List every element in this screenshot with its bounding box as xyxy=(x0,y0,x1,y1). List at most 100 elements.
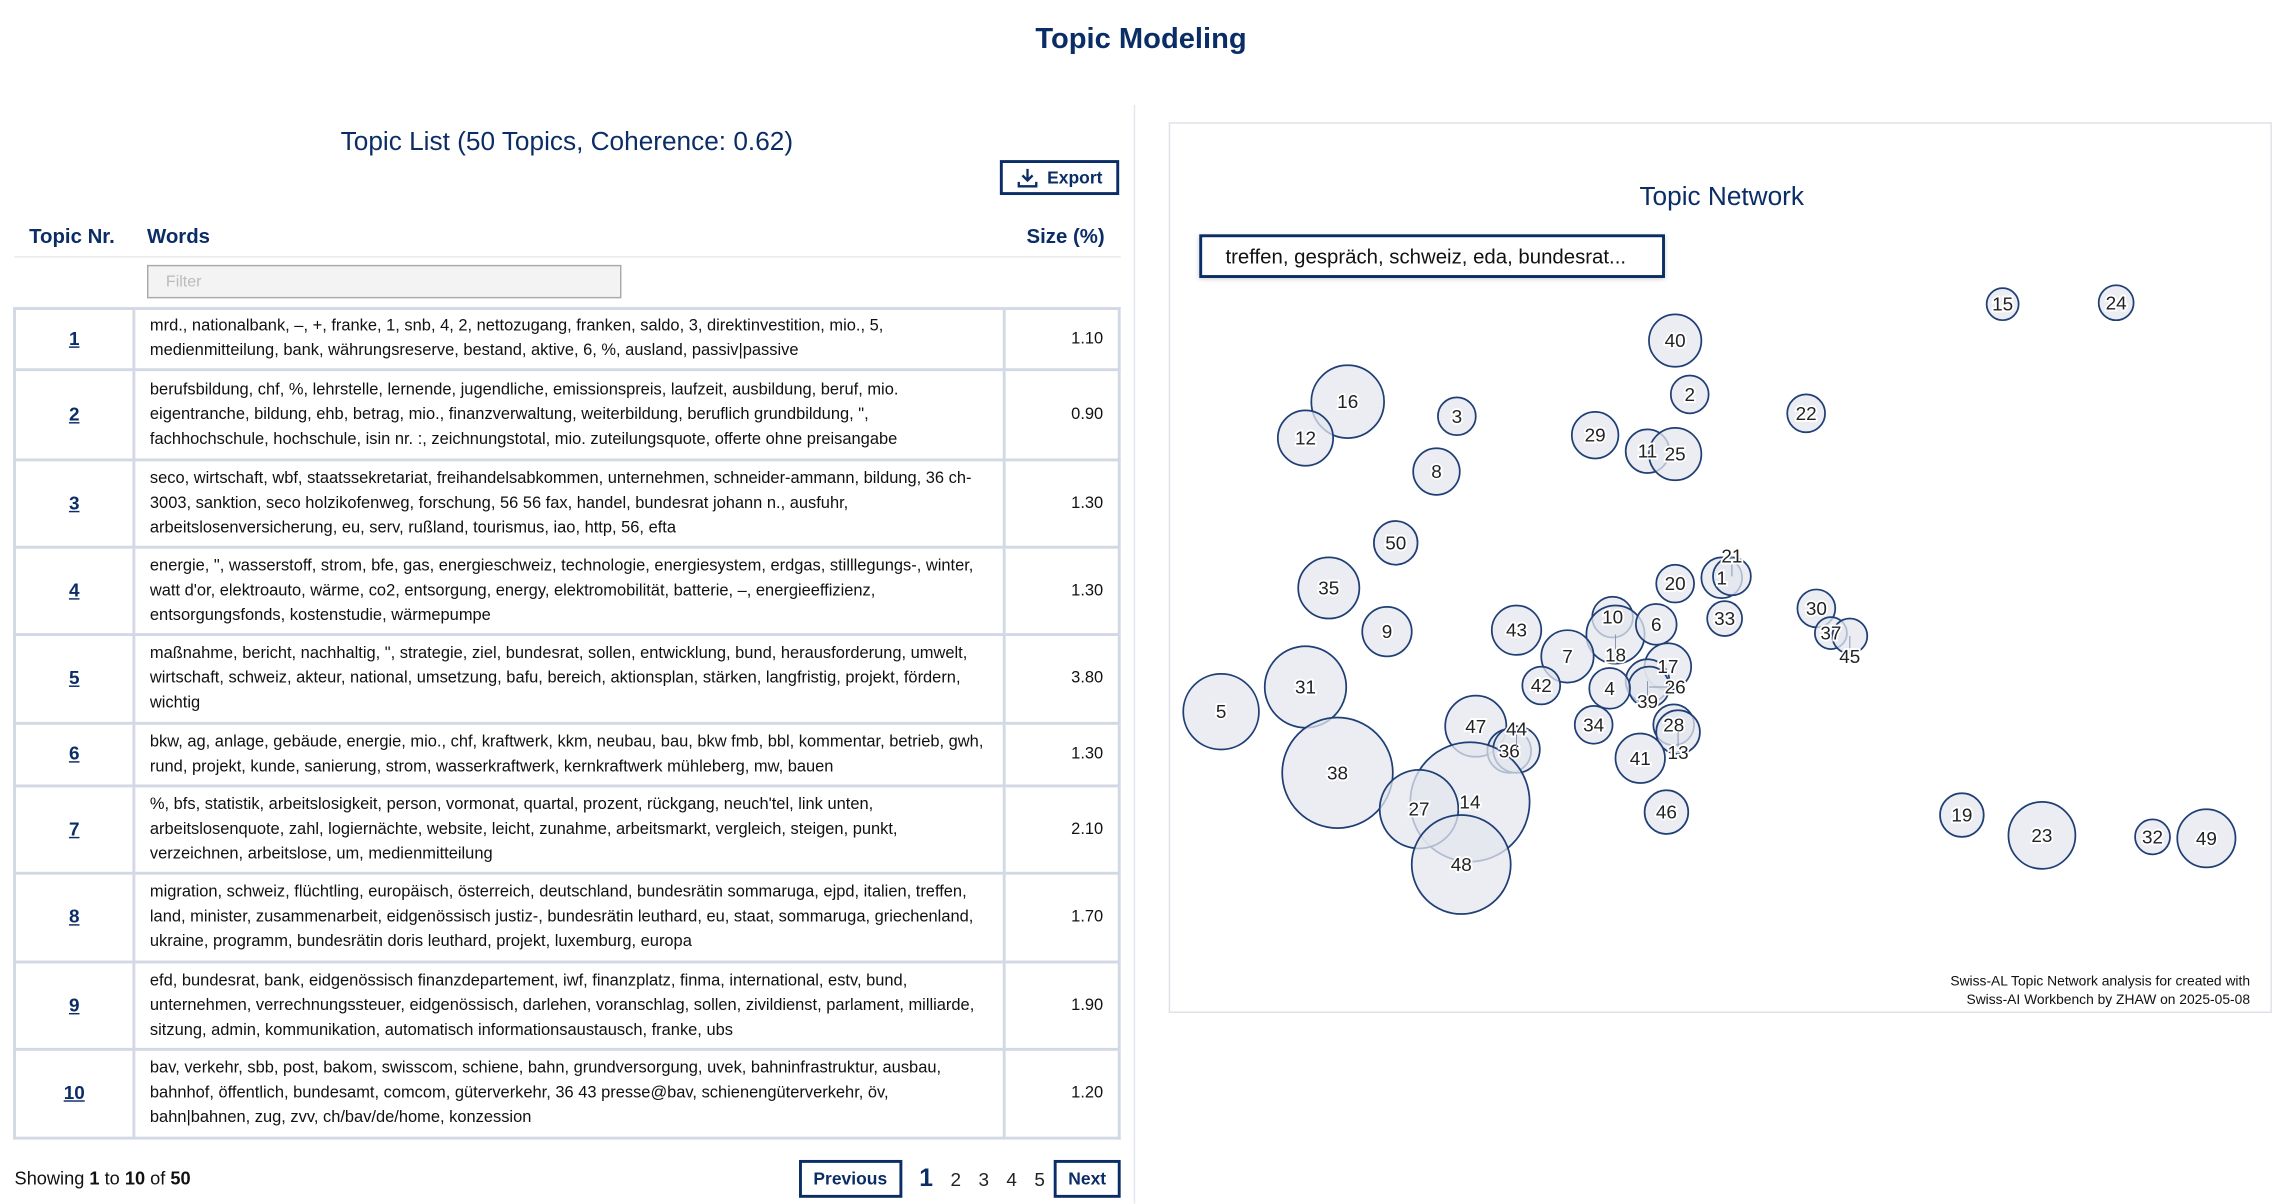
topic-node-label: 23 xyxy=(2031,826,2052,847)
topic-node-label: 32 xyxy=(2142,827,2163,848)
topic-node-22[interactable] xyxy=(1786,393,1826,434)
topic-nr-cell: 8 xyxy=(13,871,136,964)
page-5[interactable]: 5 xyxy=(1034,1167,1045,1190)
topic-node-label: 31 xyxy=(1295,677,1316,698)
topic-node-5[interactable] xyxy=(1182,672,1260,751)
topic-link[interactable]: 7 xyxy=(68,817,80,840)
topic-node-circle[interactable] xyxy=(1648,427,1703,482)
topic-node-circle[interactable] xyxy=(1706,600,1743,637)
header-topic-nr[interactable]: Topic Nr. xyxy=(29,224,115,248)
topic-node-circle[interactable] xyxy=(1648,313,1703,368)
network-credit: Swiss-AL Topic Network analysis for crea… xyxy=(1950,973,2251,1009)
page-1[interactable]: 1 xyxy=(919,1164,933,1192)
download-icon xyxy=(1018,168,1039,188)
topic-node-3[interactable] xyxy=(1437,396,1477,437)
topic-node-circle[interactable] xyxy=(1373,520,1419,566)
topic-node-4[interactable] xyxy=(1588,667,1631,710)
topic-node-29[interactable] xyxy=(1570,411,1620,460)
topic-node-19[interactable] xyxy=(1939,792,1985,838)
topic-node-label: 10 xyxy=(1602,608,1623,629)
page-4[interactable]: 4 xyxy=(1006,1167,1017,1190)
topic-node-circle[interactable] xyxy=(1588,667,1631,710)
topic-node-circle[interactable] xyxy=(1570,411,1620,460)
topic-node-24[interactable] xyxy=(2097,284,2135,322)
topic-node-circle[interactable] xyxy=(1669,374,1710,415)
topic-node-circle[interactable] xyxy=(2097,284,2135,322)
topic-node-6[interactable] xyxy=(1634,603,1678,646)
topic-node-35[interactable] xyxy=(1297,556,1361,620)
topic-node-circle[interactable] xyxy=(1297,556,1361,620)
topic-node-label: 48 xyxy=(1451,855,1472,876)
topic-node-2[interactable] xyxy=(1669,374,1710,415)
header-words[interactable]: Words xyxy=(146,224,211,248)
topic-node-49[interactable] xyxy=(2176,808,2237,869)
topic-link[interactable]: 10 xyxy=(63,1081,85,1104)
topic-node-7[interactable] xyxy=(1540,629,1595,684)
topic-node-circle[interactable] xyxy=(1182,672,1260,751)
previous-button[interactable]: Previous xyxy=(798,1159,902,1198)
topic-node-label: 15 xyxy=(1992,295,2013,316)
topic-node-16[interactable] xyxy=(1310,364,1385,439)
topic-node-circle[interactable] xyxy=(1490,604,1543,656)
topic-node-32[interactable] xyxy=(2134,818,2171,856)
table-row: 3 seco, wirtschaft, wbf, staatssekretaria… xyxy=(13,458,1121,549)
topic-node-label: 44 xyxy=(1506,720,1527,741)
topic-node-50[interactable] xyxy=(1373,520,1419,566)
topic-node-circle[interactable] xyxy=(1655,563,1695,604)
topic-node-23[interactable] xyxy=(2007,801,2077,870)
topic-node-33[interactable] xyxy=(1706,600,1743,637)
topic-link[interactable]: 3 xyxy=(68,491,80,514)
page-2[interactable]: 2 xyxy=(950,1167,961,1190)
header-size[interactable]: Size (%) xyxy=(1026,224,1105,248)
topic-link[interactable]: 8 xyxy=(68,905,80,928)
topic-node-41[interactable] xyxy=(1614,732,1666,784)
topic-size-cell: 1.10 xyxy=(1002,307,1121,372)
export-button[interactable]: Export xyxy=(999,160,1120,196)
topic-node-circle[interactable] xyxy=(1985,287,2020,322)
topic-node-15[interactable] xyxy=(1985,287,2020,322)
topic-node-circle[interactable] xyxy=(1412,447,1461,496)
topic-node-label: 9 xyxy=(1382,622,1393,643)
topic-link[interactable]: 1 xyxy=(68,326,80,349)
topic-node-circle[interactable] xyxy=(1276,409,1335,467)
topic-node-label: 4 xyxy=(1604,679,1615,700)
topic-node-12[interactable] xyxy=(1276,409,1335,467)
topic-node-circle[interactable] xyxy=(1437,396,1477,437)
topic-node-circle[interactable] xyxy=(1634,603,1678,646)
topic-node-38[interactable] xyxy=(1281,716,1394,829)
topic-node-circle[interactable] xyxy=(1614,732,1666,784)
topic-node-circle[interactable] xyxy=(1410,814,1512,915)
topic-link[interactable]: 6 xyxy=(68,742,80,765)
topic-node-circle[interactable] xyxy=(1573,704,1614,745)
table-row: 9 efd, bundesrat, bank, eidgenössisch fin… xyxy=(13,960,1121,1051)
topic-node-circle[interactable] xyxy=(1281,716,1394,829)
topic-node-circle[interactable] xyxy=(1643,789,1690,835)
topic-node-circle[interactable] xyxy=(2007,801,2077,870)
topic-link[interactable]: 5 xyxy=(68,666,80,689)
topic-node-20[interactable] xyxy=(1655,563,1695,604)
topic-node-circle[interactable] xyxy=(1939,792,1985,838)
filter-input[interactable] xyxy=(146,264,622,299)
topic-node-43[interactable] xyxy=(1490,604,1543,656)
topic-node-circle[interactable] xyxy=(2134,818,2171,856)
topic-network-graph: 3 29 22 16 12 40 2 11 25 8 15 24 50 35 9 43 10 18 620 121 33… xyxy=(1182,284,2237,915)
topic-node-46[interactable] xyxy=(1643,789,1690,835)
topic-link[interactable]: 2 xyxy=(68,402,80,425)
topic-node-circle[interactable] xyxy=(1361,606,1413,658)
topic-node-circle[interactable] xyxy=(1786,393,1826,434)
topic-node-circle[interactable] xyxy=(1540,629,1595,684)
topic-node-9[interactable] xyxy=(1361,606,1413,658)
topic-node-circle[interactable] xyxy=(1521,665,1562,706)
topic-link[interactable]: 4 xyxy=(68,578,80,601)
topic-node-circle[interactable] xyxy=(2176,808,2237,869)
topic-node-34[interactable] xyxy=(1573,704,1614,745)
next-button[interactable]: Next xyxy=(1053,1159,1121,1198)
topic-node-25[interactable] xyxy=(1648,427,1703,482)
topic-node-8[interactable] xyxy=(1412,447,1461,496)
topic-node-circle[interactable] xyxy=(1310,364,1385,439)
topic-node-48[interactable] xyxy=(1410,814,1512,915)
topic-node-40[interactable] xyxy=(1648,313,1703,368)
topic-link[interactable]: 9 xyxy=(68,993,80,1016)
page-3[interactable]: 3 xyxy=(978,1167,989,1190)
topic-node-42[interactable] xyxy=(1521,665,1562,706)
